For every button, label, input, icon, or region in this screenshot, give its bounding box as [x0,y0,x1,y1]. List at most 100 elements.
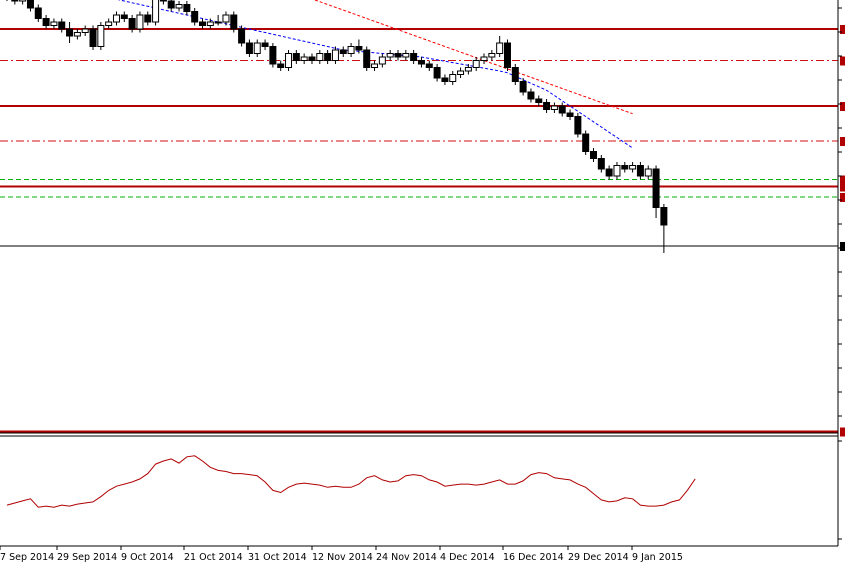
candle-body-bearish [159,0,167,2]
candle-body-bullish [214,21,222,24]
candle [519,78,527,96]
candle [11,0,19,5]
candle [527,88,535,103]
candle [371,60,379,71]
candle-body-bearish [543,102,551,110]
candle-body-bearish [558,105,566,114]
candle [402,50,410,61]
candle [261,39,269,50]
candle [81,25,89,36]
candle-body-bearish [605,168,613,177]
candle [386,50,394,61]
candle-body-bearish [582,133,590,152]
candle-body-bearish [58,21,66,30]
candle [417,57,425,68]
candle-body-bullish [112,14,120,23]
candle [316,50,324,64]
candle [175,1,183,12]
candle-body-bullish [105,21,113,26]
candle [535,95,543,106]
candle-body-bearish [277,63,285,68]
candle [112,11,120,26]
candle [245,39,253,57]
candle [660,204,668,253]
candle-body-bearish [410,53,418,61]
candle-body-bearish [527,91,535,100]
x-tick-label: 31 Oct 2014 [248,552,307,563]
candle-body-bullish [152,0,160,23]
candle-body-bullish [644,168,652,177]
candle [511,64,519,85]
x-tick-label: 16 Dec 2014 [503,552,564,563]
candle [488,50,496,61]
candle-body-bullish [97,25,105,47]
level-marker-3 [840,56,845,66]
candle-body-bullish [613,165,621,177]
moving-average-1 [313,0,633,115]
candle [464,64,472,75]
candle-body-bullish [449,74,457,82]
x-tick-label: 4 Dec 2014 [440,552,495,563]
candle [644,165,652,180]
candle [152,0,160,26]
candle-body-bullish [175,4,183,9]
x-axis: 7 Sep 2014 29 Sep 2014 9 Oct 2014 21 Oct 20… [0,546,683,563]
level-marker-8 [840,193,845,202]
candle-body-bullish [371,63,379,68]
candle [199,18,206,29]
x-tick-label: 7 Sep 2014 [0,552,54,563]
candle [605,165,613,180]
candle [269,43,277,68]
candle-body-bearish [441,77,449,82]
candle-body-bullish [73,32,81,37]
candle [230,11,238,33]
candle [97,22,105,50]
candle [621,162,629,173]
candle [300,53,308,64]
candle [19,0,27,5]
candle-body-bullish [402,53,410,58]
candle [582,130,590,155]
candle-body-bullish [19,0,27,2]
level-marker-10 [840,427,845,437]
candle-body-bearish [292,53,300,61]
candle [543,99,551,113]
candle [253,39,261,57]
candle-body-bearish [519,81,527,93]
candle [206,18,214,29]
candle-body-bearish [636,165,644,177]
candle-body-bearish [42,18,50,26]
candle [159,0,167,5]
candle [183,1,191,15]
candle [42,15,50,29]
moving-average-0 [117,0,633,149]
candle-body-bearish [324,53,332,61]
candle [277,60,285,71]
candle [34,4,42,22]
candle-body-bearish [269,46,277,65]
candle [324,50,332,64]
candle-body-bearish [308,56,316,61]
candle [50,18,58,29]
candle [214,15,222,26]
candle [58,18,66,33]
candle-body-bullish [386,53,394,58]
candle [613,162,621,180]
candle-body-bullish [550,105,558,110]
candle [496,36,504,57]
candle-body-bullish [378,56,386,65]
candle [558,102,566,117]
candle [66,22,74,43]
x-tick-label: 29 Sep 2014 [57,552,117,563]
candle-body-bullish [347,46,355,54]
candle-body-bearish [621,165,629,170]
candle-body-bearish [660,207,668,226]
candle [441,74,449,85]
x-tick-label: 29 Dec 2014 [568,552,629,563]
candle [105,18,113,29]
candle-body-bullish [480,56,488,61]
candle [128,15,136,33]
level-marker-9 [840,242,845,251]
candle-body-bearish [167,0,175,9]
candle-body-bullish [300,56,308,61]
